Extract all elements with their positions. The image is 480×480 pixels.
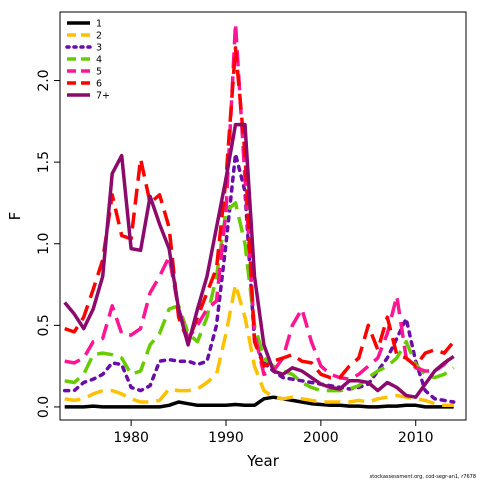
x-tick-label: 2000 — [303, 430, 339, 446]
y-axis-title: F — [6, 212, 24, 221]
legend-label: 2 — [96, 31, 102, 42]
series-line-1 — [64, 395, 454, 409]
legend-label: 6 — [96, 79, 102, 90]
legend-label: 5 — [96, 67, 102, 78]
plot-lines — [62, 21, 456, 409]
x-tick-label: 1990 — [208, 430, 244, 446]
x-axis-title: Year — [246, 452, 280, 470]
legend-label: 3 — [96, 43, 102, 54]
legend-label: 7+ — [96, 91, 110, 102]
x-tick-label: 2010 — [398, 430, 434, 446]
series-line-7plus — [63, 122, 455, 399]
series-line-4 — [64, 201, 455, 393]
y-tick-label: 1.0 — [36, 233, 52, 255]
y-axis: 0.0 0.5 1.0 1.5 2.0 — [36, 69, 60, 418]
legend-label: 1 — [96, 19, 102, 30]
x-axis: 1980 1990 2000 2010 — [113, 420, 434, 446]
x-tick-label: 1980 — [113, 430, 149, 446]
plot-frame — [59, 11, 467, 421]
footnote: stockassessment.org, cod-segr-an1, r7678 — [370, 474, 476, 480]
y-tick-label: 1.5 — [36, 151, 52, 173]
y-tick-label: 0.0 — [36, 396, 52, 418]
y-tick-label: 0.5 — [36, 314, 52, 336]
legend-label: 4 — [96, 55, 102, 66]
y-tick-label: 2.0 — [36, 69, 52, 91]
